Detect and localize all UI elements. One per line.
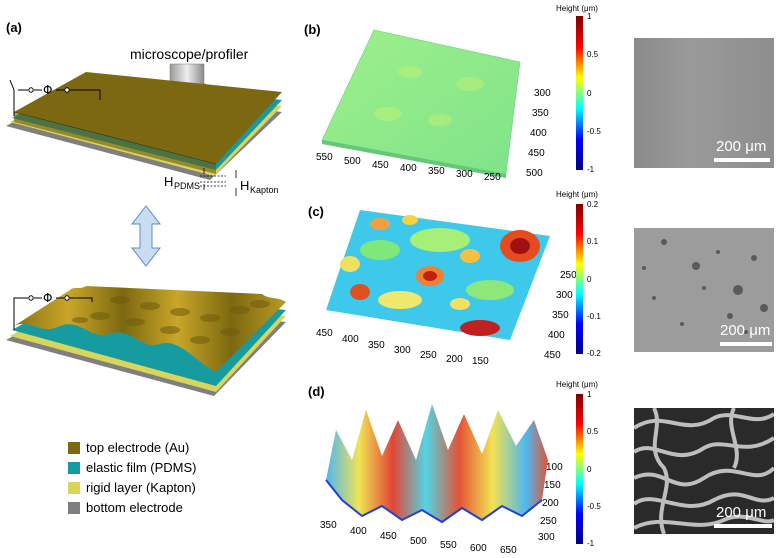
micrograph-b: 200 μm [634, 38, 774, 168]
legend-item-pdms: elastic film (PDMS) [68, 460, 197, 475]
microscope-label: microscope/profiler [130, 46, 249, 62]
surface-plot-c [326, 210, 550, 340]
surface-plot-b [321, 29, 521, 178]
h-pdms-label: H [164, 174, 173, 189]
colorbar-title-d: Height (μm) [556, 380, 598, 389]
legend-label: rigid layer (Kapton) [86, 480, 196, 495]
legend-swatch [68, 501, 80, 514]
legend-label: bottom electrode [86, 500, 183, 515]
legend-label: elastic film (PDMS) [86, 460, 197, 475]
colorbar-title-c: Height (μm) [556, 190, 598, 199]
top-electrode-wrinkled-bottom [14, 286, 286, 372]
svg-text:Kapton: Kapton [250, 185, 279, 195]
colorbar-c [576, 204, 583, 354]
circuit-wire-top [9, 79, 101, 116]
surface-plot-d [325, 404, 548, 524]
h-kapton-label: H [240, 178, 249, 193]
svg-text:PDMS: PDMS [174, 181, 200, 191]
legend-label: top electrode (Au) [86, 440, 190, 455]
double-arrow-icon [130, 205, 162, 267]
micrograph-c: 200 μm [634, 228, 774, 352]
colorbar-d [576, 394, 583, 544]
colorbar-b [576, 16, 583, 170]
panel-label-d: (d) [308, 384, 325, 399]
legend-item-bottom-electrode: bottom electrode [68, 500, 183, 515]
legend-swatch [68, 441, 80, 454]
legend-item-kapton: rigid layer (Kapton) [68, 480, 196, 495]
panel-label-a: (a) [6, 20, 22, 35]
colorbar-title-b: Height (μm) [556, 4, 598, 13]
micrograph-d: 200 μm [634, 408, 774, 534]
phi-symbol-top: Φ [43, 83, 52, 97]
top-electrode-layer-top [14, 72, 282, 164]
legend-swatch [68, 481, 80, 494]
legend-swatch [68, 461, 80, 474]
schematic-stack-svg: Φ H PDMS H Kapton Φ [6, 63, 286, 396]
panel-label-b: (b) [304, 22, 321, 37]
legend-item-top-electrode: top electrode (Au) [68, 440, 189, 455]
thickness-markers [200, 168, 237, 196]
phi-symbol-bottom: Φ [43, 291, 52, 305]
panel-label-c: (c) [308, 204, 324, 219]
circuit-wire-bottom [13, 295, 93, 330]
